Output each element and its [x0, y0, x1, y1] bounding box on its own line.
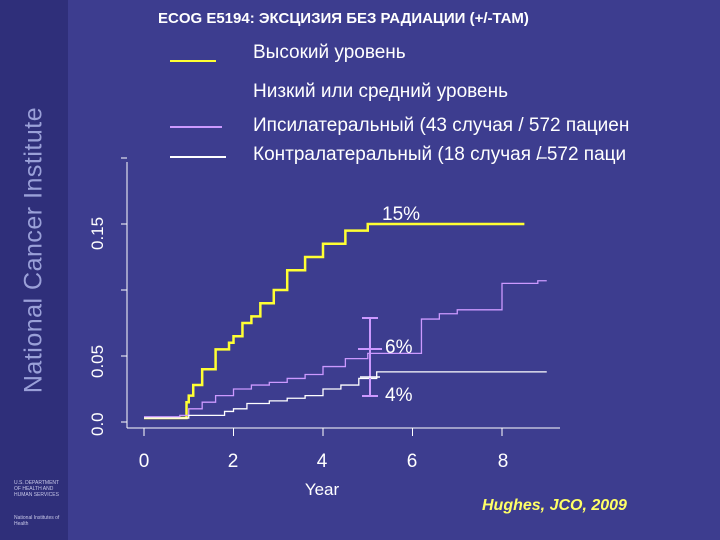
x-tick-label-4: 4: [316, 451, 328, 472]
series-line-1: [144, 280, 547, 418]
series-line-2: [144, 371, 547, 419]
x-tick-label-0: 0: [138, 451, 150, 472]
legend-label-low-mid: Низкий или средний уровень: [253, 81, 509, 102]
chart-title: ECOG E5194: ЭКСЦИЗИЯ БЕЗ РАДИАЦИИ (+/-TA…: [158, 10, 529, 27]
x-axis-label: Year: [304, 480, 340, 499]
annotation-15pct: 15%: [382, 204, 421, 225]
nih-text: National Institutes of Health: [14, 515, 60, 527]
y-tick-label-005: 0.05: [88, 344, 107, 378]
x-tick-label-2: 2: [227, 451, 239, 472]
y-tick-label-0: 0.0: [88, 412, 107, 436]
annotation-6pct: 6%: [385, 337, 413, 358]
x-tick-label-6: 6: [406, 451, 418, 472]
y-tick-label-015: 0.15: [88, 216, 107, 250]
series-line-0: [144, 222, 525, 420]
legend-label-ipsilateral: Ипсилатеральный (43 случая / 572 пациен: [253, 115, 630, 136]
sidebar: National Cancer Institute U.S. DEPARTMEN…: [0, 0, 68, 540]
department-text: U.S. DEPARTMENT OF HEALTH AND HUMAN SERV…: [14, 480, 60, 498]
legend-label-high: Высокий уровень: [253, 42, 406, 63]
legend-label-contralateral: Контралатеральный (18 случая / 572 паци: [253, 144, 627, 165]
legend-swatch-high: [170, 60, 216, 62]
error-bar: [358, 317, 382, 397]
annotation-4pct: 4%: [385, 385, 413, 406]
legend-swatch-contralateral: [170, 156, 226, 158]
citation: Hughes, JCO, 2009: [482, 497, 627, 514]
x-tick-label-8: 8: [497, 451, 509, 472]
legend-swatch-ipsilateral: [170, 126, 222, 128]
